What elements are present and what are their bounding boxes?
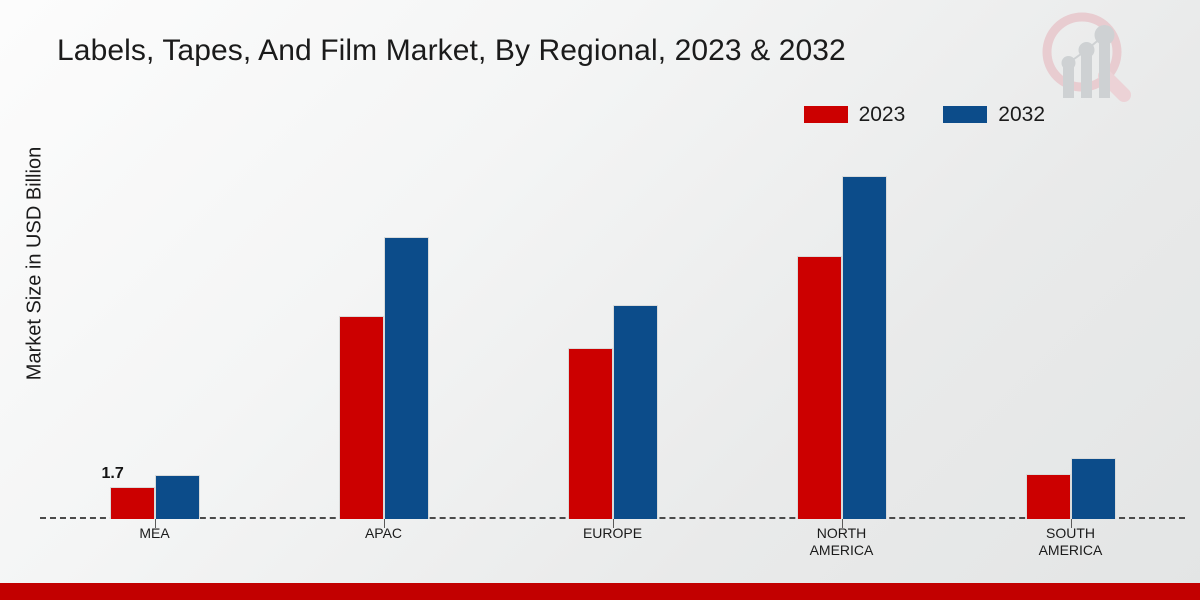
bar-group [498,140,727,519]
bar-2023-mea[interactable] [109,486,155,519]
legend-label-2032: 2032 [998,103,1045,126]
bar-2032-apac[interactable] [383,236,429,519]
chart-legend: 2023 2032 [803,103,1045,126]
bar-2023-south-america[interactable] [1025,473,1071,519]
x-axis-tick [154,519,156,528]
footer-accent-bar [0,583,1200,600]
bar-2023-europe[interactable] [567,348,613,519]
bar-group [956,140,1185,519]
bar-2023-apac[interactable] [338,316,384,519]
bar-group [40,140,269,519]
x-axis-tick [841,519,843,528]
bar-2023-north-america[interactable] [796,255,842,519]
legend-item-2023[interactable]: 2023 [803,103,906,126]
bar-2032-north-america[interactable] [841,176,887,519]
watermark-logo-icon [1042,12,1131,102]
bar-2032-mea[interactable] [154,475,200,519]
x-axis-tick [1070,519,1072,528]
x-axis-label-north-america: NORTH AMERICA [809,525,874,558]
x-axis-tick [612,519,614,528]
bar-group [269,140,498,519]
legend-label-2023: 2023 [858,103,906,126]
x-axis-label-apac: APAC [364,525,403,541]
plot-area: 1.7 [40,140,1185,528]
x-axis-tick [383,519,385,528]
legend-swatch-2023 [803,106,848,123]
bar-group [727,140,956,519]
page-title: Labels, Tapes, And Film Market, By Regio… [57,34,846,67]
legend-item-2032[interactable]: 2032 [943,104,1045,125]
x-axis-label-europe: EUROPE [582,525,643,541]
legend-swatch-2032 [943,106,988,123]
bar-2032-south-america[interactable] [1070,458,1116,519]
x-axis-label-mea: MEA [139,525,170,541]
x-axis-label-south-america: SOUTH AMERICA [1038,525,1103,558]
bar-2032-europe[interactable] [612,304,658,519]
